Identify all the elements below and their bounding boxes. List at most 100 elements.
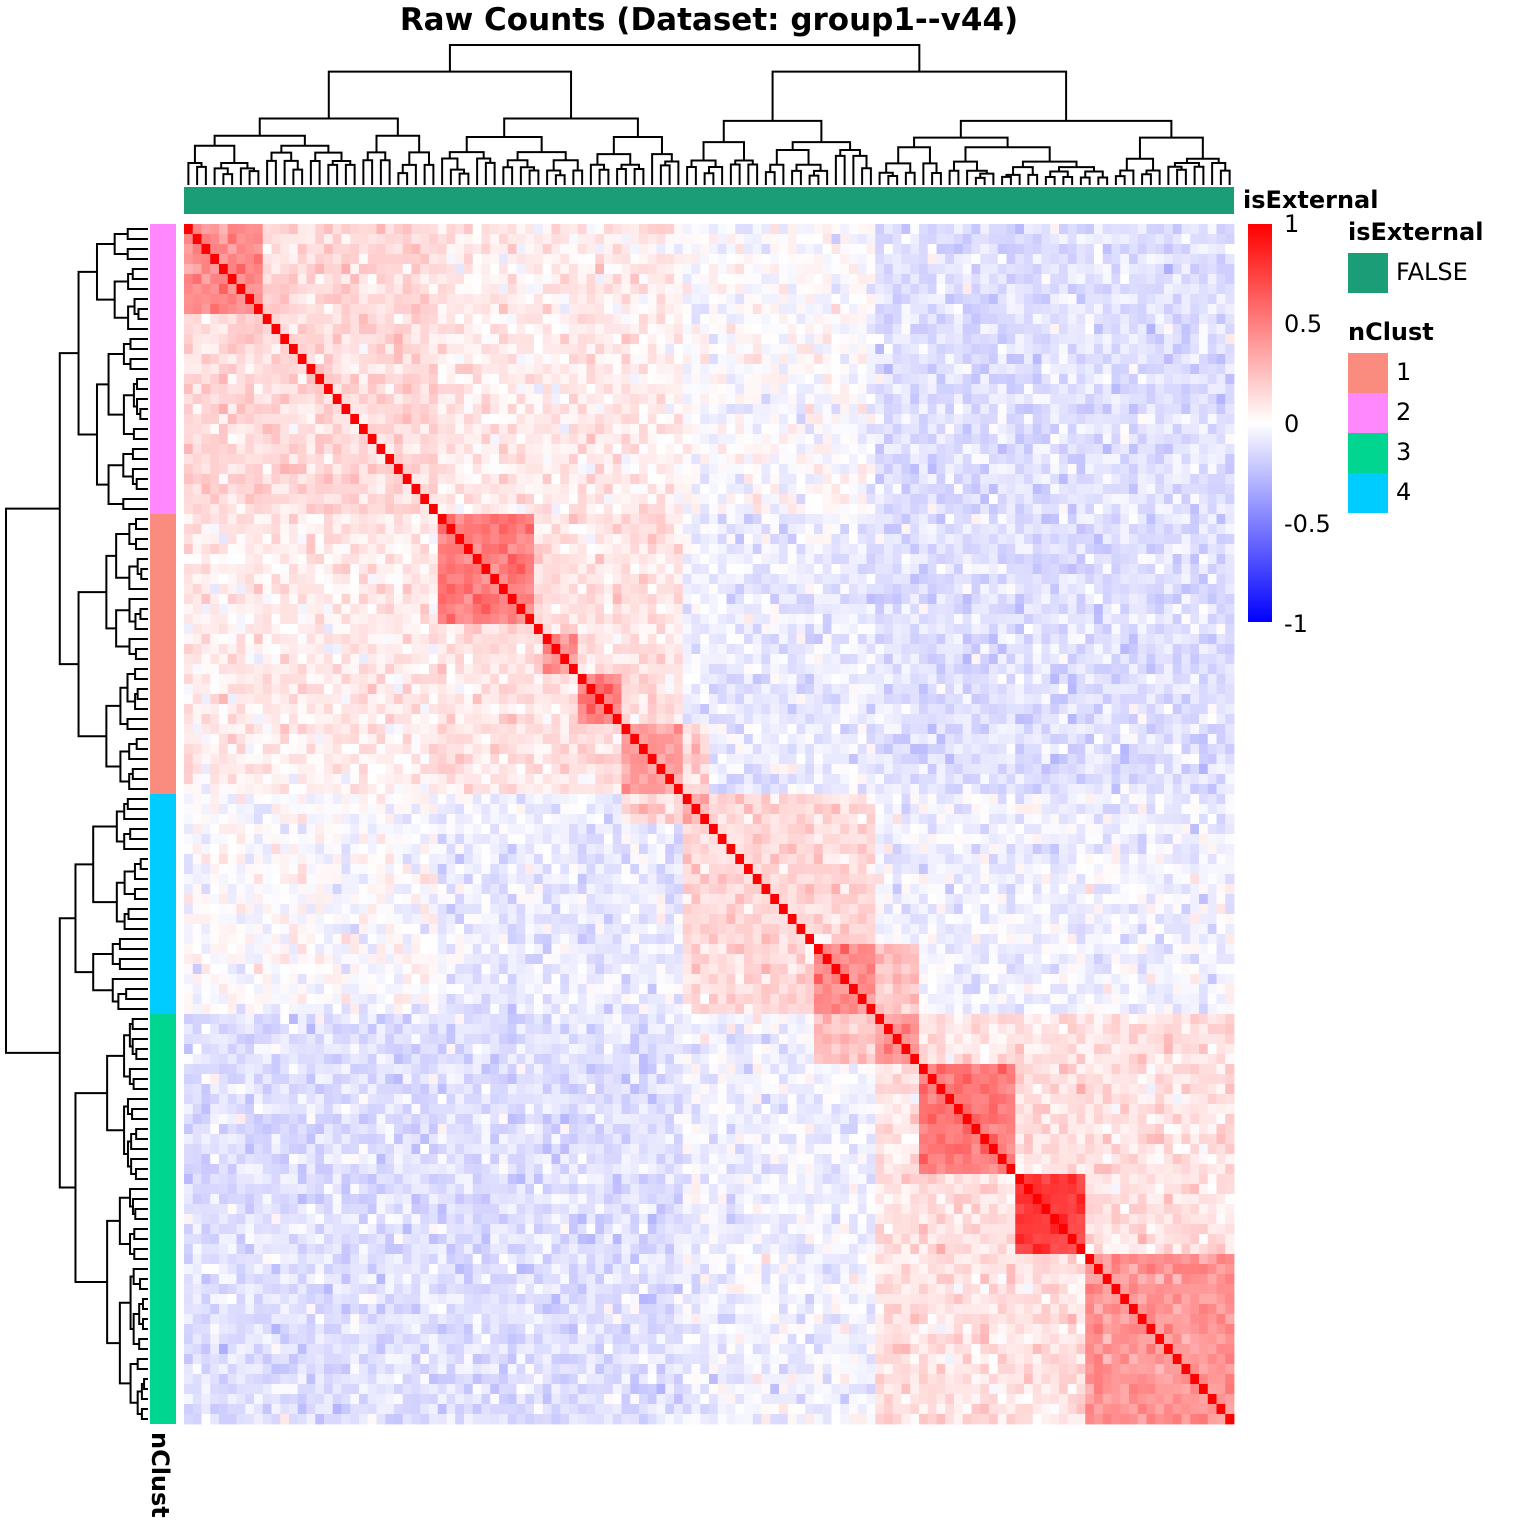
heatmap-cell: [1172, 344, 1182, 355]
heatmap-cell: [936, 564, 946, 575]
heatmap-cell: [744, 314, 754, 325]
heatmap-cell: [989, 354, 999, 365]
heatmap-cell: [744, 524, 754, 535]
heatmap-cell: [1129, 614, 1139, 625]
heatmap-cell: [805, 294, 815, 305]
heatmap-cell: [359, 574, 369, 585]
heatmap-cell: [385, 504, 395, 515]
heatmap-cell: [1207, 364, 1217, 375]
heatmap-cell: [534, 634, 544, 645]
heatmap-cell: [499, 564, 509, 575]
heatmap-cell: [656, 534, 666, 545]
heatmap-cell: [1059, 534, 1069, 545]
heatmap-cell: [831, 264, 841, 275]
heatmap-cell: [1076, 624, 1086, 635]
heatmap-cell: [560, 374, 570, 385]
heatmap-cell: [901, 304, 911, 315]
heatmap-cell: [770, 294, 780, 305]
heatmap-cell: [271, 344, 281, 355]
heatmap-cell: [752, 534, 762, 545]
heatmap-cell: [919, 584, 929, 595]
heatmap-cell: [464, 424, 474, 435]
heatmap-cell: [464, 354, 474, 365]
heatmap-cell: [359, 484, 369, 495]
heatmap-cell: [665, 614, 675, 625]
heatmap-cell: [341, 274, 351, 285]
heatmap-cell: [744, 364, 754, 375]
heatmap-cell: [901, 254, 911, 265]
heatmap-cell: [315, 614, 325, 625]
heatmap-cell: [534, 334, 544, 345]
heatmap-cell: [289, 624, 299, 635]
heatmap-cell: [201, 274, 211, 285]
heatmap-cell: [1041, 474, 1051, 485]
heatmap-cell: [1199, 514, 1209, 525]
heatmap-cell: [332, 344, 342, 355]
heatmap-cell: [604, 364, 614, 375]
heatmap-cell: [577, 274, 587, 285]
heatmap-cell: [507, 254, 517, 265]
heatmap-cell: [997, 324, 1007, 335]
heatmap-cell: [1164, 494, 1174, 505]
heatmap-cell: [324, 534, 334, 545]
heatmap-cell: [201, 284, 211, 295]
heatmap-cell: [647, 364, 657, 375]
heatmap-cell: [254, 324, 264, 335]
heatmap-cell: [1032, 374, 1042, 385]
heatmap-cell: [507, 334, 517, 345]
heatmap-cell: [612, 314, 622, 325]
heatmap-cell: [1129, 534, 1139, 545]
heatmap-cell: [341, 554, 351, 565]
heatmap-cell: [385, 264, 395, 275]
heatmap-cell: [1111, 584, 1121, 595]
heatmap-cell: [1120, 444, 1130, 455]
heatmap-cell: [402, 574, 412, 585]
heatmap-cell: [665, 294, 675, 305]
heatmap-cell: [1111, 534, 1121, 545]
heatmap-cell: [420, 544, 430, 555]
heatmap-cell: [192, 604, 202, 615]
heatmap-cell: [1015, 324, 1025, 335]
heatmap-cell: [805, 484, 815, 495]
heatmap-cell: [630, 254, 640, 265]
heatmap-cell: [796, 374, 806, 385]
heatmap-cell: [674, 304, 684, 315]
heatmap-cell: [1164, 524, 1174, 535]
heatmap-cell: [569, 334, 579, 345]
heatmap-cell: [569, 364, 579, 375]
heatmap-cell: [280, 314, 290, 325]
heatmap-cell: [962, 614, 972, 625]
heatmap-cell: [1207, 534, 1217, 545]
heatmap-cell: [376, 374, 386, 385]
heatmap-cell: [875, 494, 885, 505]
heatmap-cell: [717, 364, 727, 375]
heatmap-cell: [219, 514, 229, 525]
heatmap-cell: [306, 524, 316, 535]
heatmap-cell: [1216, 504, 1226, 515]
heatmap-cell: [779, 364, 789, 375]
heatmap-cell: [971, 264, 981, 275]
heatmap-cell: [324, 314, 334, 325]
heatmap-cell: [901, 494, 911, 505]
heatmap-cell: [1137, 264, 1147, 275]
heatmap-cell: [1146, 574, 1156, 585]
heatmap-cell: [289, 554, 299, 565]
heatmap-cell: [726, 254, 736, 265]
heatmap-cell: [971, 574, 981, 585]
heatmap-cell: [927, 354, 937, 365]
heatmap-cell: [936, 224, 946, 235]
heatmap-cell: [639, 294, 649, 305]
heatmap-cell: [857, 584, 867, 595]
heatmap-cell: [516, 294, 526, 305]
heatmap-cell: [560, 624, 570, 635]
heatmap-cell: [560, 394, 570, 405]
heatmap-cell: [1059, 524, 1069, 535]
heatmap-cell: [989, 424, 999, 435]
heatmap-cell: [394, 344, 404, 355]
heatmap-cell: [1172, 404, 1182, 415]
heatmap-cell: [840, 274, 850, 285]
heatmap-cell: [1181, 244, 1191, 255]
heatmap-cell: [306, 424, 316, 435]
heatmap-cell: [682, 514, 692, 525]
heatmap-cell: [761, 294, 771, 305]
